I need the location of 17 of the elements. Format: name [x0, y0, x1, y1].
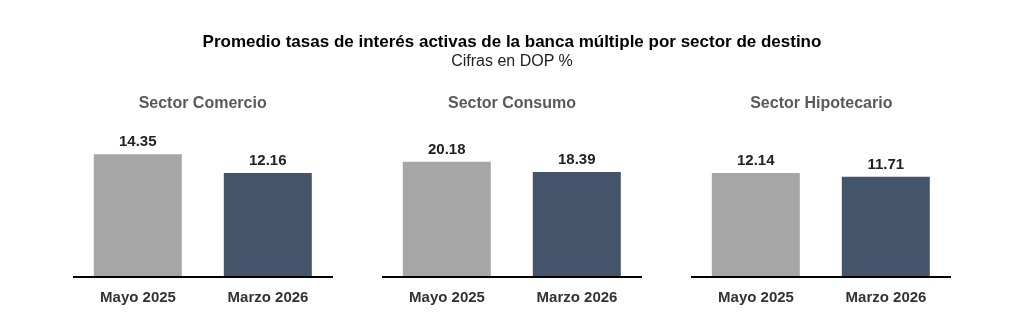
- x-tick-label: Marzo 2026: [536, 287, 618, 305]
- text: Promedio tasas de interés activas de la banca múltiple por sector de destino: [201, 32, 823, 52]
- x-tick-label: Mayo 2025: [409, 287, 485, 305]
- data-label: 14.35: [118, 132, 157, 150]
- x-tick-label: Marzo 2026: [845, 287, 927, 305]
- x-tick-label: Marzo 2026: [227, 287, 309, 305]
- x-tick-label: Mayo 2025: [718, 287, 795, 305]
- chart-title: Sector Hipotecario: [749, 94, 894, 113]
- data-label: 12.14: [737, 151, 776, 169]
- data-label: 11.71: [867, 154, 905, 172]
- data-label: 12.16: [248, 150, 287, 168]
- data-label: 20.18: [428, 139, 466, 157]
- x-tick-label: Mayo 2025: [99, 287, 176, 305]
- chart-title: Sector Comercio: [137, 94, 268, 113]
- text: Cifras en DOP %: [450, 52, 574, 70]
- chart-title: Sector Consumo: [446, 94, 577, 113]
- data-label: 18.39: [558, 150, 596, 168]
